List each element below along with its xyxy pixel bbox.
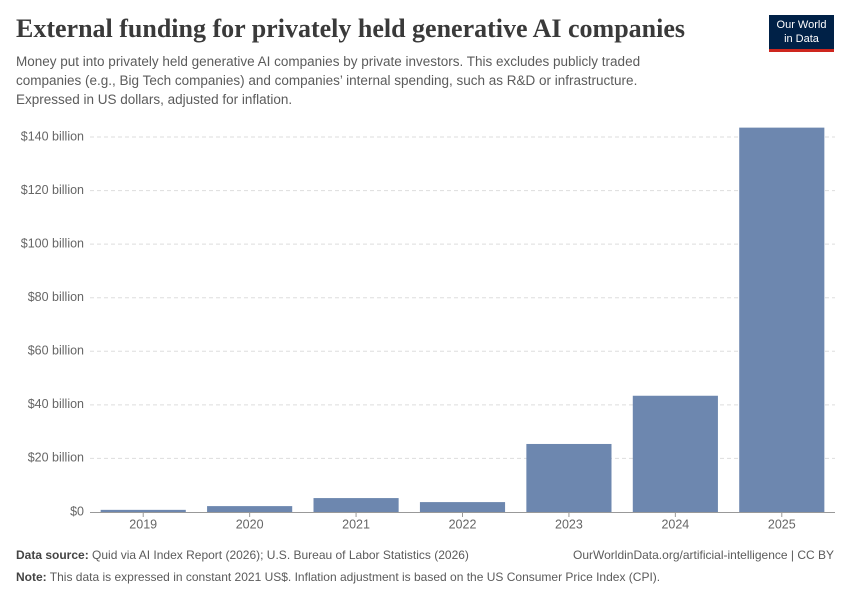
x-tick-label: 2024 [661, 517, 689, 531]
x-tick-label: 2020 [236, 517, 264, 531]
y-tick-label: $0 [70, 504, 84, 518]
logo[interactable]: Our World in Data [769, 15, 834, 52]
subtitle-line: Expressed in US dollars, adjusted for in… [16, 92, 293, 107]
x-tick-label: 2023 [555, 517, 583, 531]
y-tick-label: $100 billion [21, 236, 84, 250]
logo-line: Our World [776, 19, 827, 31]
bar [632, 395, 718, 512]
note-label: Note: [16, 570, 47, 584]
source-text: Quid via AI Index Report (2026); U.S. Bu… [92, 548, 469, 562]
x-tick-label: 2021 [342, 517, 370, 531]
chart-title: External funding for privately held gene… [16, 14, 686, 43]
url[interactable]: OurWorldinData.org/artificial-intelligen… [573, 548, 834, 562]
subtitle-line: Money put into privately held generative… [16, 54, 641, 69]
x-tick-label: 2019 [129, 517, 157, 531]
bar [419, 502, 506, 512]
bar [207, 506, 293, 512]
bar [313, 498, 399, 512]
note: Note: This data is expressed in constant… [16, 570, 660, 584]
y-tick-label: $140 billion [21, 129, 84, 143]
x-tick-label: 2025 [768, 517, 796, 531]
source: Data source: Quid via AI Index Report (2… [16, 548, 469, 562]
bar [526, 443, 612, 512]
y-tick-label: $80 billion [28, 290, 84, 304]
note-text: This data is expressed in constant 2021 … [49, 570, 661, 584]
y-tick-label: $20 billion [28, 451, 84, 465]
bar [739, 127, 825, 512]
x-tick-label: 2022 [449, 517, 477, 531]
y-tick-label: $60 billion [28, 344, 84, 358]
y-tick-label: $40 billion [28, 397, 84, 411]
logo-line: in Data [784, 33, 819, 45]
source-label: Data source: [16, 548, 89, 562]
y-tick-label: $120 billion [21, 183, 84, 197]
subtitle-line: companies (e.g., Big Tech companies) and… [16, 73, 638, 88]
subtitle: Money put into privately held generative… [16, 52, 640, 109]
bar [100, 509, 186, 512]
